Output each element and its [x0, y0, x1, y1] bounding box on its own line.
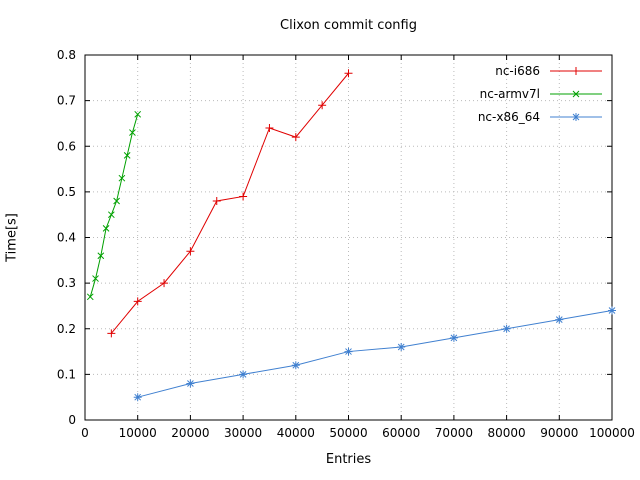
tick-marks: [84, 54, 613, 421]
x-tick-label: 80000: [488, 426, 526, 440]
plus-marker: [186, 247, 195, 256]
x-tick-label: 50000: [329, 426, 367, 440]
plus-marker: [344, 69, 353, 78]
x-axis-label: Entries: [325, 452, 372, 467]
y-tick-label: 0.7: [57, 94, 76, 108]
series-nc-armv7l: [86, 110, 142, 301]
x-marker: [118, 174, 126, 182]
series-nc-x86_64: [133, 306, 616, 402]
asterisk-marker: [608, 306, 616, 315]
x-tick-label: 30000: [224, 426, 262, 440]
x-marker: [86, 293, 94, 301]
y-tick-label: 0.8: [57, 48, 76, 62]
y-tick-label: 0.1: [57, 367, 76, 381]
x-tick-label: 40000: [277, 426, 315, 440]
plus-marker: [318, 101, 327, 110]
x-tick-label: 70000: [435, 426, 473, 440]
series-nc-i686: [107, 69, 353, 338]
x-marker: [572, 90, 580, 98]
y-tick-labels: 0 0.1 0.2 0.3 0.4 0.5 0.6 0.7 0.8: [57, 48, 76, 427]
asterisk-marker: [555, 315, 564, 324]
legend-label: nc-x86_64: [478, 110, 540, 124]
plus-marker: [239, 192, 248, 201]
y-tick-label: 0.3: [57, 276, 76, 290]
plus-marker: [133, 297, 142, 306]
x-marker: [134, 110, 142, 118]
x-marker: [97, 252, 105, 260]
x-tick-labels: 0 10000 20000 30000 40000 50000 60000 70000 8000…: [81, 426, 635, 440]
x-tick-label: 100000: [589, 426, 635, 440]
asterisk-marker: [449, 333, 458, 342]
asterisk-marker: [502, 324, 511, 333]
plus-marker: [265, 124, 274, 132]
chart-title: Clixon commit config: [280, 18, 417, 33]
x-tick-label: 20000: [171, 426, 209, 440]
x-tick-label: 10000: [119, 426, 157, 440]
asterisk-marker: [572, 113, 580, 121]
asterisk-marker: [344, 347, 353, 356]
y-tick-label: 0.6: [57, 139, 76, 153]
y-tick-label: 0.2: [57, 322, 76, 336]
x-marker: [113, 197, 120, 205]
y-tick-label: 0.4: [57, 231, 76, 245]
legend-label: nc-armv7l: [480, 87, 540, 101]
legend-label: nc-i686: [495, 64, 540, 78]
series-line: [137, 310, 613, 398]
legend: nc-i686 nc-armv7l nc-x86_64: [478, 64, 602, 124]
asterisk-marker: [397, 343, 406, 351]
plus-marker: [291, 133, 300, 142]
plus-marker: [107, 329, 116, 338]
asterisk-marker: [239, 370, 248, 379]
y-tick-label: 0.5: [57, 185, 76, 199]
x-marker: [102, 225, 110, 232]
x-marker: [123, 152, 131, 159]
asterisk-marker: [186, 379, 195, 388]
asterisk-marker: [291, 361, 300, 370]
plus-marker: [572, 67, 580, 75]
asterisk-marker: [133, 393, 142, 402]
series-line: [110, 72, 349, 334]
y-tick-label: 0: [68, 413, 76, 427]
x-tick-label: 60000: [382, 426, 420, 440]
x-marker: [129, 129, 136, 136]
x-marker: [92, 275, 99, 282]
x-tick-label: 0: [81, 426, 89, 440]
plus-marker: [160, 279, 169, 288]
x-marker: [107, 211, 115, 219]
series-line: [89, 114, 139, 297]
x-tick-label: 90000: [540, 426, 578, 440]
plus-marker: [212, 197, 221, 205]
